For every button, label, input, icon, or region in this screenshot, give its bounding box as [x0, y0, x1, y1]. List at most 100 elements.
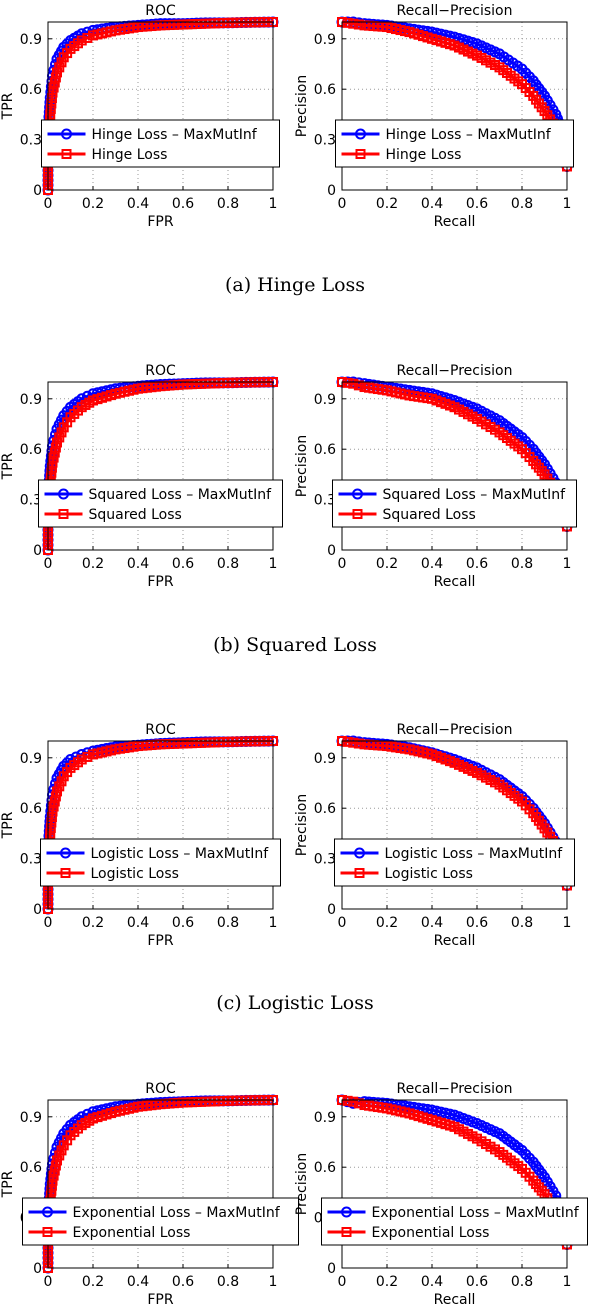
series-baseline-point: [48, 82, 59, 93]
series-baseline-point: [52, 786, 62, 797]
series-baseline-point: [342, 736, 353, 747]
x-tick-label: 0: [44, 1274, 53, 1290]
chart-title: ROC: [145, 363, 176, 379]
y-tick-label: 0.6: [20, 442, 42, 458]
series-baseline-point: [52, 67, 62, 78]
legend-label: Exponential Loss – MaxMutInf: [73, 1205, 281, 1221]
legend-label: Hinge Loss: [386, 147, 462, 163]
x-tick-label: 0.4: [127, 1274, 149, 1290]
chart-4-recall-precision: 00.20.40.60.8100.30.60.9Recall−Precision…: [294, 1081, 588, 1304]
legend-box: [321, 1197, 588, 1246]
legend-box: [40, 838, 281, 887]
series-baseline-point: [45, 822, 56, 833]
y-tick-label: 0.9: [314, 1110, 336, 1126]
legend-square-marker: [355, 149, 366, 159]
y-tick-label: 0.9: [314, 32, 336, 48]
chart-title: ROC: [145, 1081, 176, 1097]
x-tick-label: 1: [269, 1274, 278, 1290]
x-tick-label: 0: [338, 915, 347, 931]
legend-square-marker: [42, 1227, 53, 1237]
x-tick-label: 0.6: [172, 915, 194, 931]
y-tick-label: 0.9: [20, 751, 42, 767]
legend-box: [41, 119, 280, 168]
y-axis-label: Precision: [294, 794, 310, 856]
y-axis-label: TPR: [0, 92, 16, 120]
y-tick-label: 0: [33, 183, 42, 199]
legend-circle-marker: [354, 847, 365, 859]
series-baseline-point: [353, 1098, 364, 1109]
series-baseline-point: [342, 377, 353, 388]
series-baseline-point: [52, 1155, 62, 1166]
series-baseline-point: [50, 791, 61, 802]
x-tick-label: 0.2: [82, 556, 104, 572]
y-tick-label: 0: [327, 1261, 336, 1277]
legend-circle-marker: [60, 847, 71, 859]
y-tick-label: 0.3: [20, 493, 42, 509]
chart-title: ROC: [145, 722, 176, 738]
series-baseline-point: [45, 103, 56, 114]
legend-label: Hinge Loss: [92, 147, 168, 163]
series-baseline-point: [82, 751, 93, 762]
x-tick-label: 0.6: [466, 915, 488, 931]
legend-label: Squared Loss – MaxMutInf: [383, 487, 567, 503]
x-tick-label: 0.8: [511, 556, 533, 572]
y-tick-label: 0.6: [314, 82, 336, 98]
x-tick-label: 0: [44, 196, 53, 212]
y-axis-label: Precision: [294, 75, 310, 137]
series-baseline-point: [56, 57, 67, 68]
series-baseline-point: [49, 447, 60, 458]
series-baseline-point: [45, 828, 56, 839]
x-tick-label: 0.2: [376, 915, 398, 931]
legend: Hinge Loss – MaxMutInf Hinge Loss: [41, 119, 280, 168]
y-axis-label: Precision: [294, 435, 310, 497]
x-tick-label: 0.2: [82, 915, 104, 931]
series-baseline-point: [56, 776, 67, 787]
chart-title: Recall−Precision: [397, 3, 513, 19]
series-baseline-point: [48, 452, 59, 463]
axes-frame: [341, 740, 568, 910]
x-tick-label: 0.6: [172, 556, 194, 572]
series-baseline-point: [50, 72, 61, 83]
x-tick-label: 0.4: [127, 915, 149, 931]
series-baseline-point: [342, 1095, 353, 1106]
legend-label: Logistic Loss – MaxMutInf: [385, 846, 564, 862]
y-tick-label: 0: [327, 183, 336, 199]
legend-circle-marker: [42, 1206, 53, 1218]
y-tick-label: 0.9: [20, 32, 42, 48]
chart-4-roc: 00.20.40.60.8100.30.60.9ROCFPRTPRExponen…: [0, 1081, 299, 1304]
y-axis-label: Precision: [294, 1153, 310, 1215]
y-tick-label: 0.6: [314, 442, 336, 458]
caption-c: (c) Logistic Loss: [216, 992, 374, 1014]
series-baseline-point: [348, 737, 359, 748]
x-axis-label: Recall: [434, 933, 476, 949]
axes-frame: [47, 381, 274, 551]
y-tick-label: 0.9: [20, 1110, 42, 1126]
series-baseline-point: [348, 378, 359, 389]
y-tick-label: 0.9: [314, 392, 336, 408]
y-tick-label: 0.6: [314, 1160, 336, 1176]
x-tick-label: 0: [44, 915, 53, 931]
legend-square-marker: [61, 149, 72, 159]
chart-title: ROC: [145, 3, 176, 19]
series-baseline-point: [50, 442, 61, 453]
series-baseline-point: [348, 1096, 359, 1107]
legend-label: Squared Loss: [383, 507, 476, 523]
y-tick-label: 0: [327, 543, 336, 559]
legend: Squared Loss – MaxMutInf Squared Loss: [38, 479, 283, 528]
x-tick-label: 0.8: [217, 915, 239, 931]
x-tick-label: 0.8: [217, 196, 239, 212]
series-baseline-point: [76, 35, 87, 46]
series-baseline-point: [76, 754, 87, 765]
x-tick-label: 0.4: [127, 556, 149, 572]
x-axis-label: FPR: [147, 574, 173, 590]
legend: Logistic Loss – MaxMutInf Logistic Loss: [334, 838, 575, 887]
x-tick-label: 0.2: [376, 196, 398, 212]
legend-box: [38, 479, 283, 528]
series-baseline-point: [56, 1145, 67, 1156]
y-tick-label: 0: [33, 902, 42, 918]
series-baseline-point: [54, 432, 65, 443]
axes-frame: [47, 21, 274, 191]
x-tick-label: 1: [269, 556, 278, 572]
axes-frame: [47, 1099, 274, 1269]
legend-circle-marker: [58, 488, 69, 500]
